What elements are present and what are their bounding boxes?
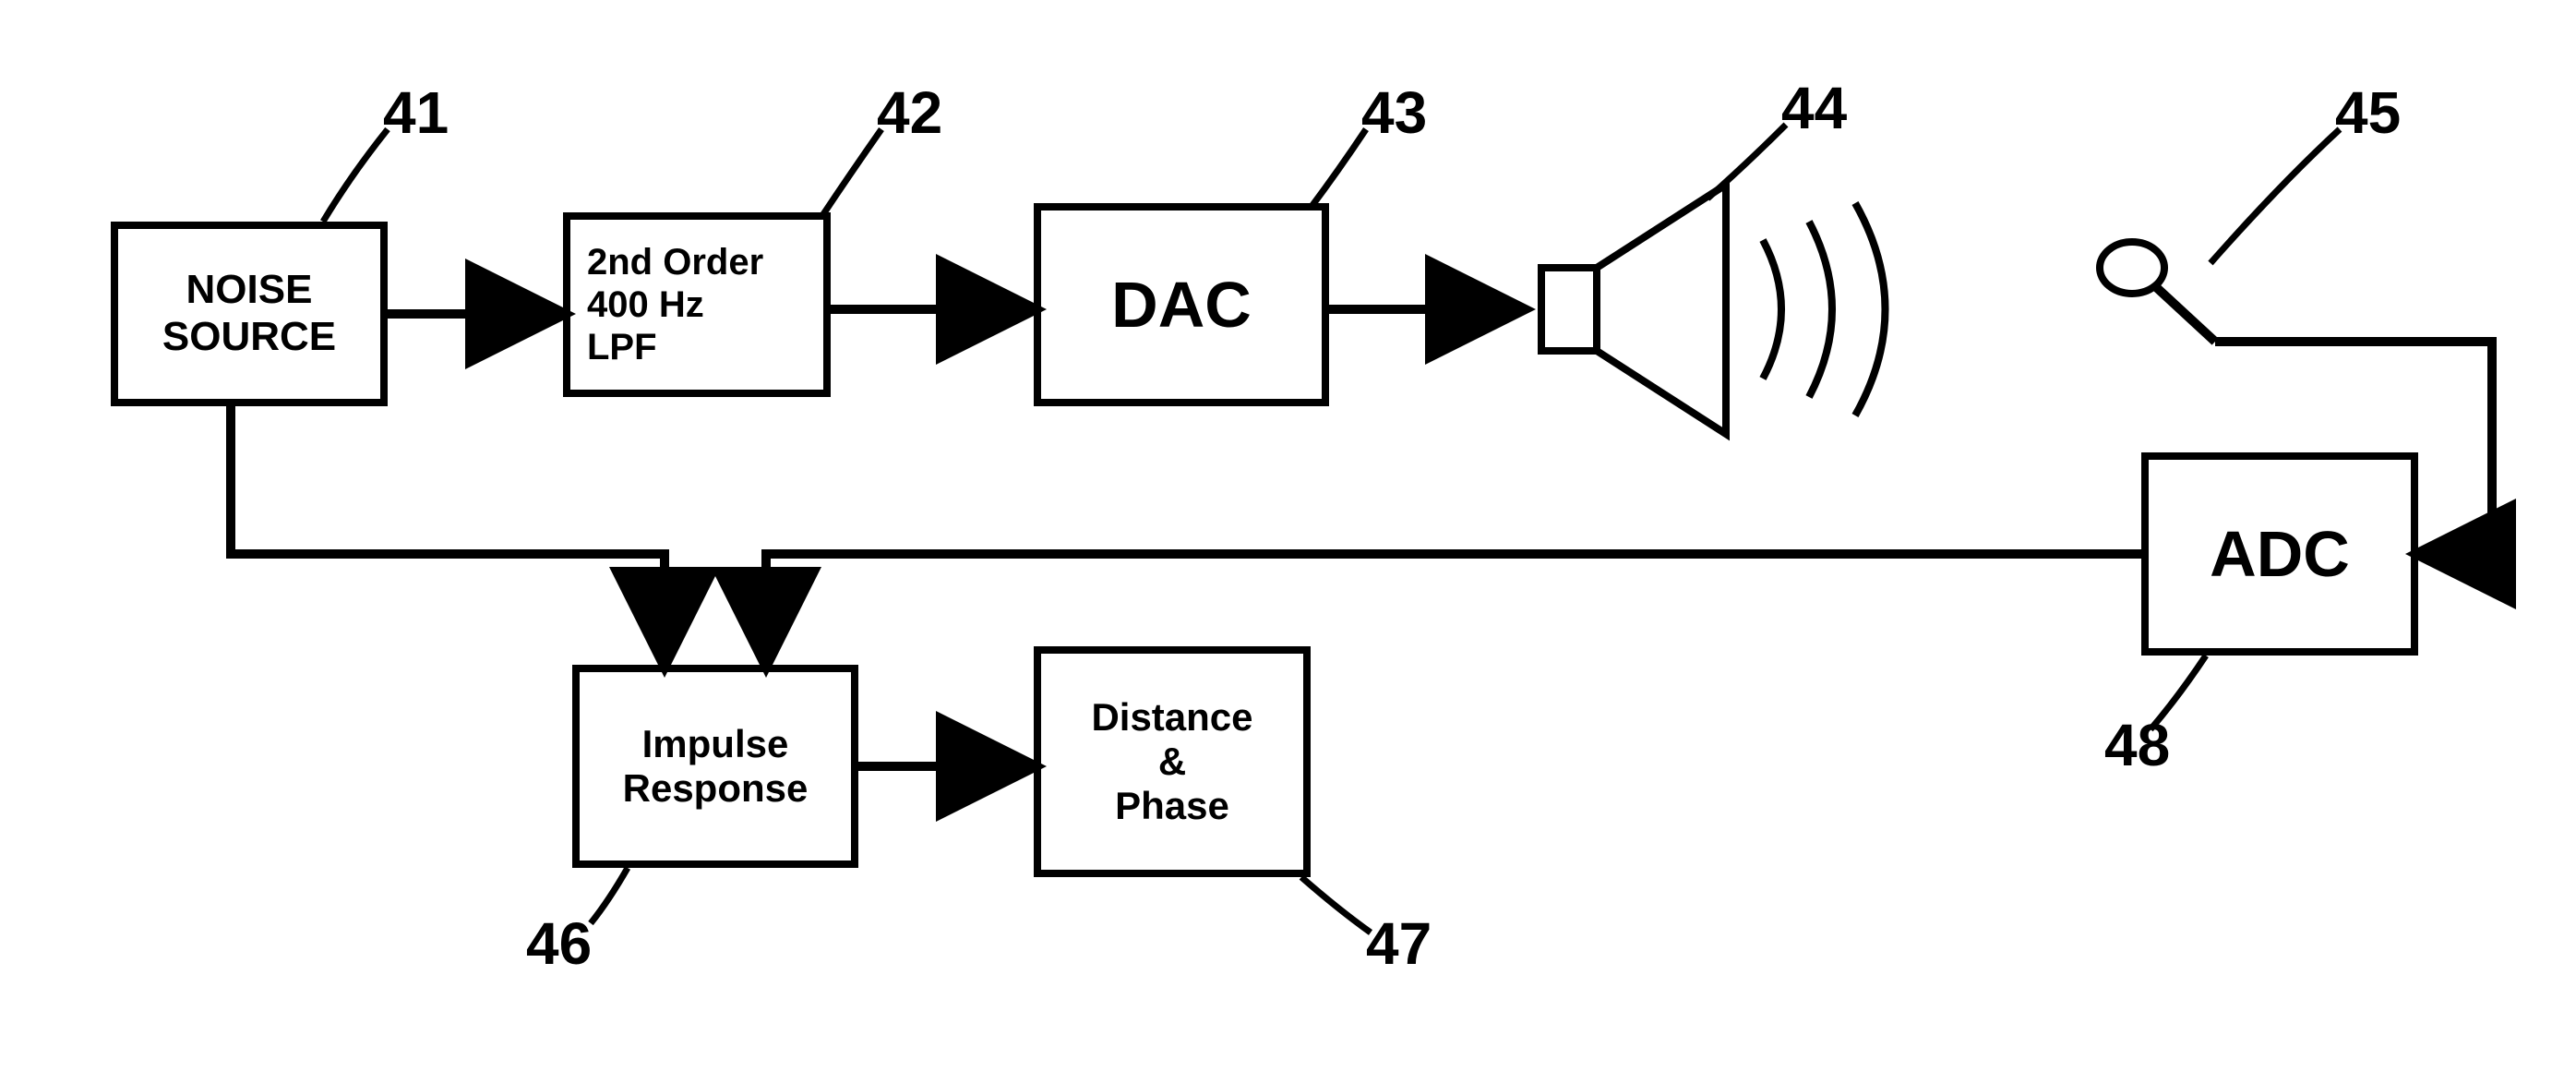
block-dac: DAC bbox=[1034, 203, 1329, 406]
arrow-adc-to-impulse bbox=[766, 554, 2141, 656]
ref-46: 46 bbox=[526, 909, 592, 978]
ref-42: 42 bbox=[877, 78, 942, 147]
label-adc: ADC bbox=[2210, 517, 2350, 592]
block-distphase: Distance & Phase bbox=[1034, 646, 1311, 877]
leader-47 bbox=[1301, 877, 1371, 933]
speaker-icon bbox=[1541, 185, 1886, 434]
label-lpf: 2nd Order 400 Hz LPF bbox=[587, 241, 763, 368]
leader-42 bbox=[821, 129, 881, 217]
label-dac: DAC bbox=[1111, 268, 1252, 343]
leader-43 bbox=[1311, 129, 1366, 208]
block-noise-source: NOISE SOURCE bbox=[111, 222, 388, 406]
leader-45 bbox=[2211, 129, 2340, 263]
diagram-canvas: NOISE SOURCE 2nd Order 400 Hz LPF DAC AD… bbox=[0, 0, 2576, 1071]
label-distphase: Distance & Phase bbox=[1091, 695, 1252, 829]
ref-43: 43 bbox=[1361, 78, 1427, 147]
label-noise-source: NOISE SOURCE bbox=[162, 267, 336, 360]
block-lpf: 2nd Order 400 Hz LPF bbox=[563, 212, 831, 397]
ref-44: 44 bbox=[1781, 74, 1847, 142]
block-impulse: Impulse Response bbox=[572, 665, 858, 868]
ref-47: 47 bbox=[1366, 909, 1432, 978]
ref-41: 41 bbox=[383, 78, 449, 147]
leader-46 bbox=[591, 868, 628, 923]
ref-45: 45 bbox=[2335, 78, 2401, 147]
block-adc: ADC bbox=[2141, 452, 2418, 656]
microphone-icon bbox=[2100, 242, 2215, 342]
label-impulse: Impulse Response bbox=[623, 722, 809, 812]
arrow-noise-to-impulse bbox=[231, 406, 665, 656]
leader-41 bbox=[323, 129, 388, 222]
leader-44 bbox=[1707, 125, 1786, 199]
ref-48: 48 bbox=[2104, 711, 2170, 779]
